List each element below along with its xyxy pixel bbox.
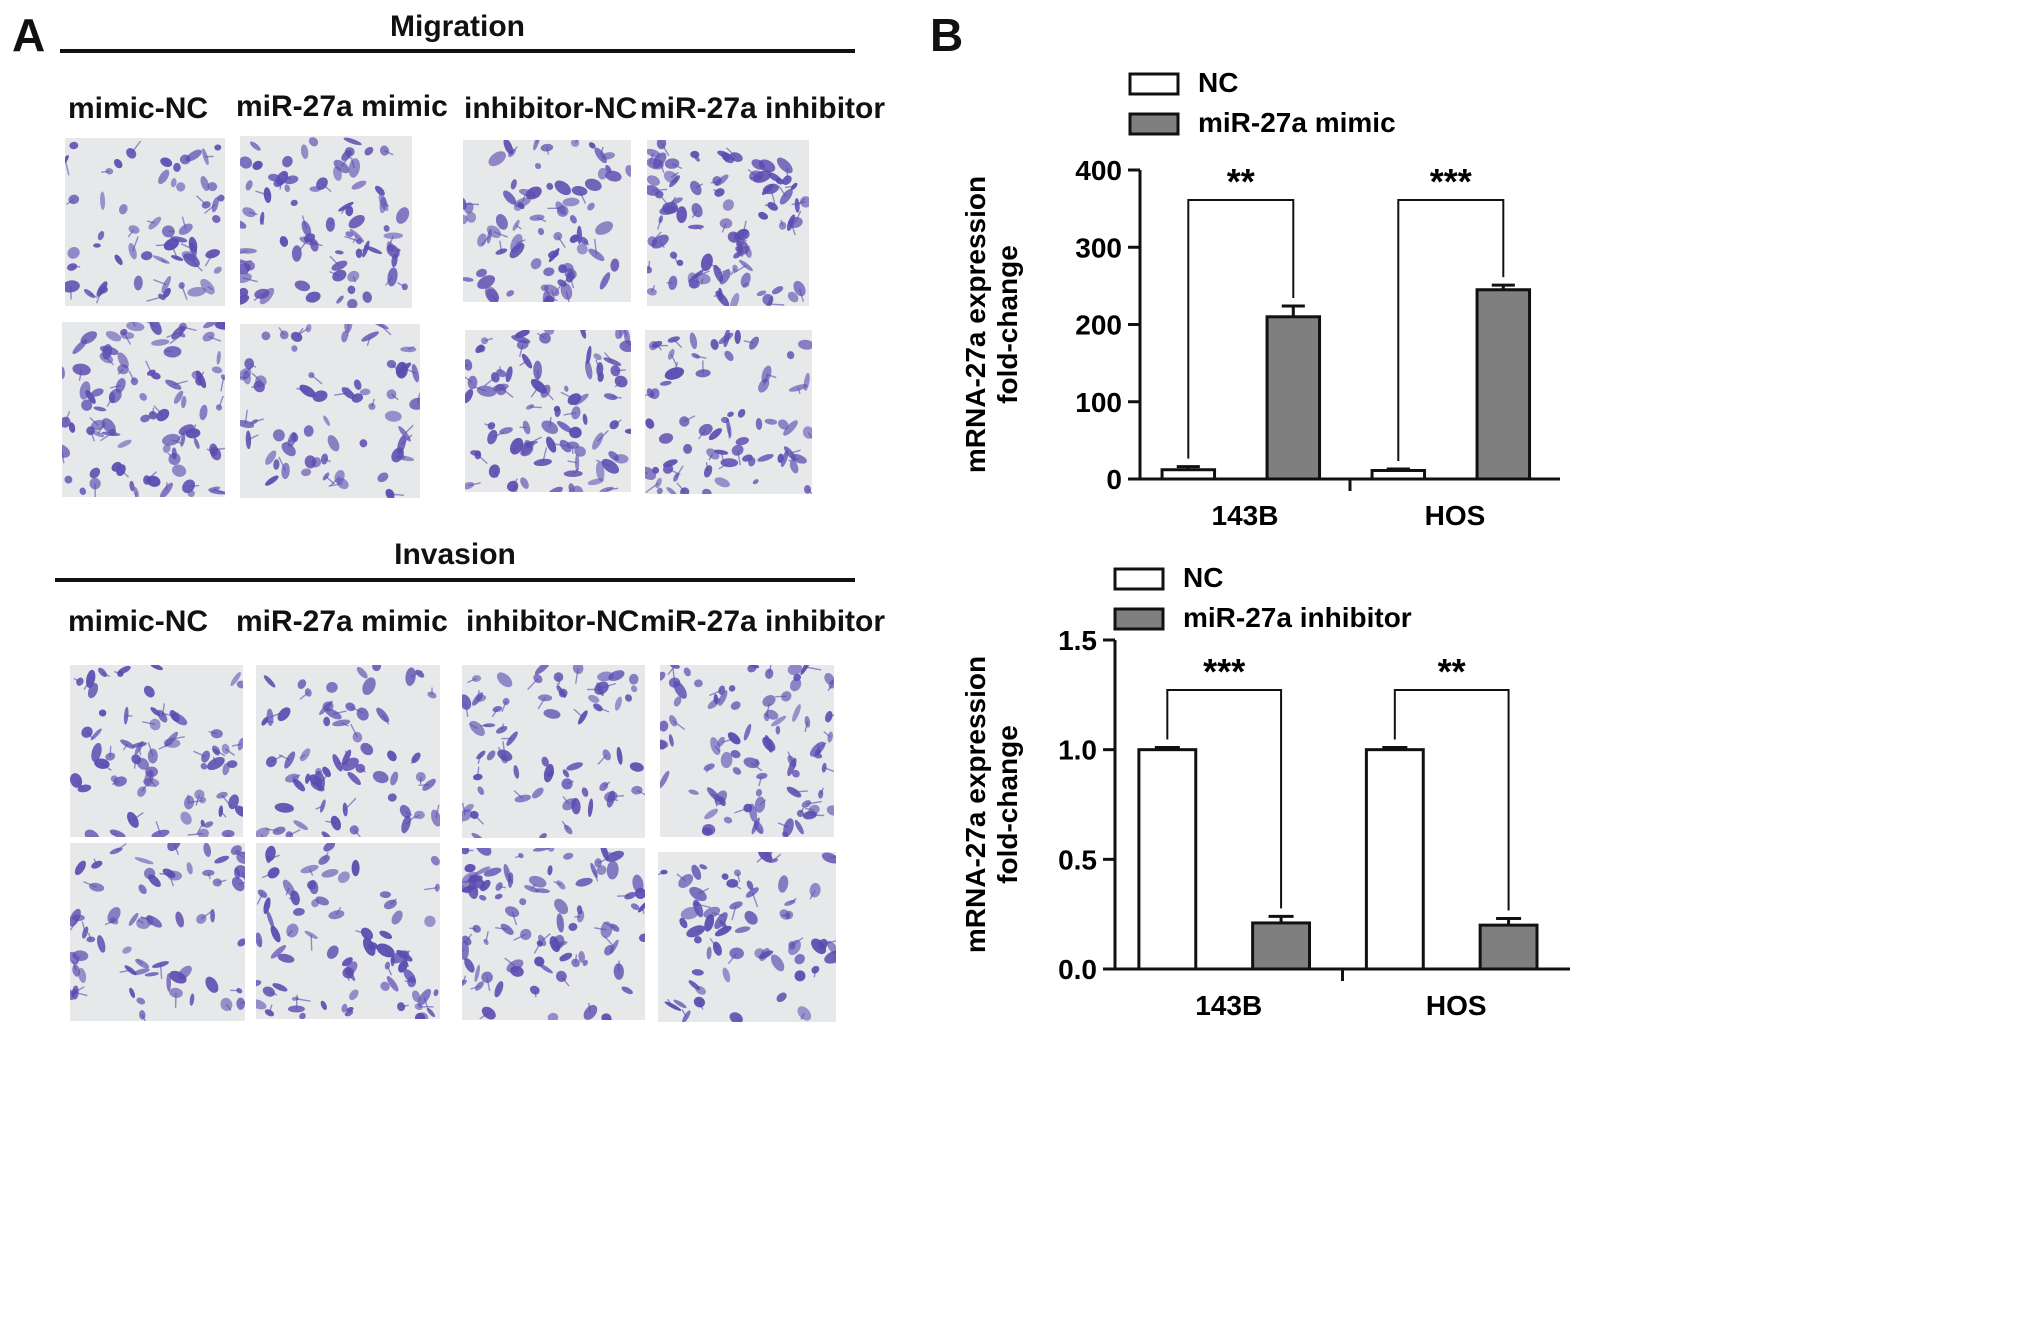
bar: [1364, 748, 1425, 971]
bar: [1475, 288, 1532, 481]
panel-a-letter: A: [12, 9, 46, 61]
significance-bracket: [1397, 199, 1505, 461]
significance-label: ***: [1203, 651, 1245, 692]
y-axis-label: mRNA-27a expression: [960, 656, 991, 953]
bar: [1370, 469, 1427, 481]
invasion-col-label-2: miR-27a mimic: [236, 605, 448, 638]
y-axis-label: mRNA-27a expression: [960, 176, 991, 473]
migration-micrograph: [645, 330, 812, 494]
y-tick-label: 100: [1075, 387, 1122, 418]
legend-swatch: [1128, 72, 1180, 96]
migration-col-label-1: mimic-NC: [68, 92, 209, 125]
significance-bracket: [1166, 689, 1283, 909]
inhibitor-bar-chart: mRNA-27a expression fold-change 0.0 0.5 1.0 1…: [960, 562, 1570, 1021]
legend-label: miR-27a mimic: [1198, 107, 1396, 138]
bar: [1265, 315, 1322, 481]
legend-swatch: [1113, 567, 1165, 591]
x-tick-label: HOS: [1425, 500, 1486, 531]
legend-swatch: [1128, 112, 1180, 136]
invasion-micrograph: [660, 665, 834, 837]
bar: [1478, 923, 1539, 971]
migration-col-label-2: miR-27a mimic: [236, 90, 448, 123]
y-axis-label: fold-change: [992, 245, 1023, 404]
significance-label: **: [1438, 651, 1466, 692]
migration-micrograph: [465, 330, 631, 492]
y-tick-label: 0.5: [1058, 844, 1097, 875]
invasion-rule: [55, 578, 855, 582]
invasion-micrograph: [70, 665, 243, 837]
x-tick-label: 143B: [1212, 500, 1279, 531]
y-tick-label: 1.5: [1058, 625, 1097, 656]
migration-col-label-4: miR-27a inhibitor: [640, 92, 886, 125]
migration-micrograph: [240, 324, 420, 498]
y-tick-label: 200: [1075, 310, 1122, 341]
y-axis-label: fold-change: [992, 725, 1023, 884]
legend-label: NC: [1183, 562, 1223, 593]
x-tick-label: HOS: [1426, 990, 1487, 1021]
y-tick-label: 300: [1075, 232, 1122, 263]
significance-bracket: [1187, 199, 1295, 459]
significance-label: **: [1227, 161, 1255, 202]
y-tick-label: 400: [1075, 155, 1122, 186]
invasion-micrograph: [462, 848, 645, 1020]
invasion-micrograph: [658, 852, 836, 1022]
invasion-col-label-3: inhibitor-NC: [466, 605, 640, 638]
invasion-title: Invasion: [394, 538, 516, 571]
significance-bracket: [1393, 689, 1510, 911]
invasion-micrograph: [70, 843, 245, 1021]
invasion-micrograph: [256, 843, 440, 1019]
bar: [1137, 748, 1198, 971]
legend-swatch: [1113, 607, 1165, 631]
y-tick-label: 0: [1106, 464, 1122, 495]
migration-micrograph: [62, 322, 225, 497]
invasion-col-label-4: miR-27a inhibitor: [640, 605, 886, 638]
y-tick-label: 1.0: [1058, 735, 1097, 766]
bar: [1251, 921, 1312, 971]
mimic-bar-chart: mRNA-27a expression fold-change 0 100 200 300…: [960, 67, 1560, 531]
invasion-micrograph: [462, 665, 645, 838]
bar: [1160, 468, 1217, 481]
migration-micrograph: [647, 140, 809, 306]
legend-label: NC: [1198, 67, 1238, 98]
invasion-col-label-1: mimic-NC: [68, 605, 209, 638]
legend-label: miR-27a inhibitor: [1183, 602, 1412, 633]
y-tick-label: 0.0: [1058, 954, 1097, 985]
migration-micrograph: [463, 140, 631, 302]
migration-micrograph: [65, 138, 225, 306]
migration-rule: [60, 49, 855, 53]
panel-b-letter: B: [930, 9, 964, 61]
migration-title: Migration: [390, 10, 525, 43]
migration-col-label-3: inhibitor-NC: [464, 92, 638, 125]
invasion-micrograph: [256, 665, 440, 837]
significance-label: ***: [1430, 161, 1472, 202]
migration-micrograph: [240, 136, 412, 308]
x-tick-label: 143B: [1195, 990, 1262, 1021]
